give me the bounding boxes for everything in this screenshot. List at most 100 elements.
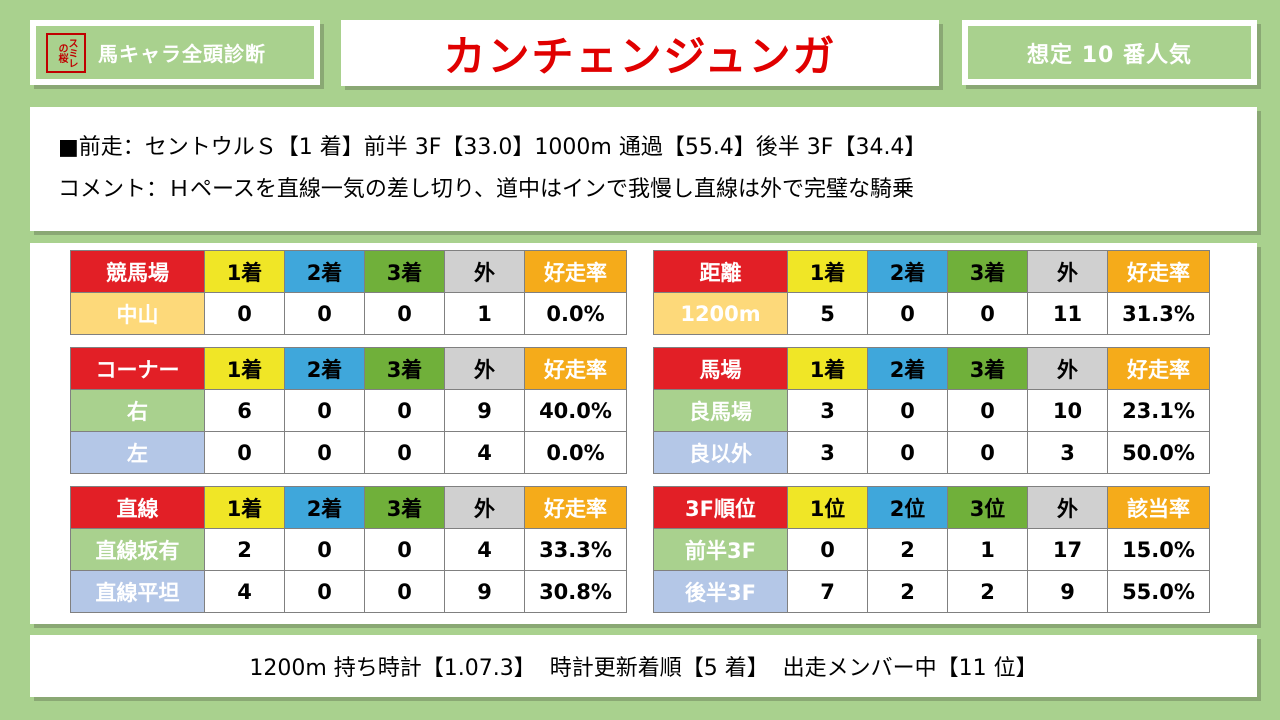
table-cell: 0 <box>284 292 365 335</box>
table-cell: 40.0% <box>524 389 627 432</box>
header-cell: 3着 <box>947 347 1028 390</box>
table-cell: 3 <box>1027 431 1108 474</box>
row-label: 右 <box>70 389 205 432</box>
row-label: 前半3F <box>653 528 788 571</box>
brand-panel-inner: スミレの桜 馬キャラ全頭診断 <box>36 26 314 79</box>
table-cell: 31.3% <box>1107 292 1210 335</box>
table-cell: 2 <box>867 570 948 613</box>
row-label: 後半3F <box>653 570 788 613</box>
header-cell: 該当率 <box>1107 486 1210 529</box>
header-cell: 1着 <box>787 250 868 293</box>
table-cell: 3 <box>787 431 868 474</box>
table-cell: 2 <box>867 528 948 571</box>
time-summary-panel: 1200m 持ち時計【1.07.3】 時計更新着順【5 着】 出走メンバー中【1… <box>30 635 1257 697</box>
previous-race-panel: ■前走：セントウルＳ【1 着】前半 3F【33.0】1000m 通過【55.4】… <box>30 107 1257 231</box>
table-cell: 0 <box>867 431 948 474</box>
table-cell: 0 <box>947 431 1028 474</box>
header-cell: 1着 <box>204 347 285 390</box>
header-cell: 3着 <box>364 486 445 529</box>
header-cell: 外 <box>444 347 525 390</box>
table-cell: 0 <box>204 292 285 335</box>
table-cell: 0 <box>284 389 365 432</box>
header-cell: 好走率 <box>1107 347 1210 390</box>
header-cell: 外 <box>444 486 525 529</box>
table-cell: 9 <box>1027 570 1108 613</box>
table-cell: 6 <box>204 389 285 432</box>
table-header-row: 直線 1着 2着 3着 外 好走率 <box>70 486 627 529</box>
row-label: 良馬場 <box>653 389 788 432</box>
table-cell: 0 <box>867 292 948 335</box>
header-cell: 外 <box>1027 250 1108 293</box>
table-cell: 10 <box>1027 389 1108 432</box>
table-header-row: 競馬場 1着 2着 3着 外 好走率 <box>70 250 627 293</box>
table-header-row: コーナー 1着 2着 3着 外 好走率 <box>70 347 627 390</box>
header-cell: 2着 <box>284 250 365 293</box>
header-cell: 外 <box>1027 347 1108 390</box>
popularity-label: 想定 10 番人気 <box>1027 42 1192 68</box>
track-condition-table: 馬場 1着 2着 3着 外 好走率 良馬場 3 0 0 10 23.1% 良以外… <box>653 347 1210 474</box>
table-cell: 4 <box>204 570 285 613</box>
header-cell: 1着 <box>204 250 285 293</box>
header-cell: 直線 <box>70 486 205 529</box>
table-cell: 0 <box>867 389 948 432</box>
table-cell: 0 <box>947 292 1028 335</box>
table-row: 中山 0 0 0 1 0.0% <box>70 292 627 335</box>
table-header-row: 馬場 1着 2着 3着 外 好走率 <box>653 347 1210 390</box>
header-cell: 1着 <box>204 486 285 529</box>
header-cell: 2着 <box>867 347 948 390</box>
table-cell: 5 <box>787 292 868 335</box>
brand-label: 馬キャラ全頭診断 <box>98 42 266 66</box>
header-cell: 2着 <box>284 486 365 529</box>
final-3f-table: 3F順位 1位 2位 3位 外 該当率 前半3F 0 2 1 17 15.0% … <box>653 486 1210 613</box>
table-cell: 9 <box>444 389 525 432</box>
row-label: 直線坂有 <box>70 528 205 571</box>
horse-name: カンチェンジュンガ <box>443 31 837 81</box>
row-label: 左 <box>70 431 205 474</box>
header-cell: 3着 <box>364 347 445 390</box>
brand-panel: スミレの桜 馬キャラ全頭診断 <box>30 20 320 85</box>
table-cell: 0 <box>364 292 445 335</box>
header-cell: 1位 <box>787 486 868 529</box>
table-cell: 9 <box>444 570 525 613</box>
header-cell: コーナー <box>70 347 205 390</box>
table-header-row: 3F順位 1位 2位 3位 外 該当率 <box>653 486 1210 529</box>
table-row: 良以外 3 0 0 3 50.0% <box>653 431 1210 474</box>
table-row: 良馬場 3 0 0 10 23.1% <box>653 389 1210 432</box>
table-cell: 0 <box>787 528 868 571</box>
horse-name-panel: カンチェンジュンガ <box>341 20 939 86</box>
header-cell: 好走率 <box>524 347 627 390</box>
table-cell: 2 <box>204 528 285 571</box>
table-row: 直線坂有 2 0 0 4 33.3% <box>70 528 627 571</box>
table-cell: 1 <box>947 528 1028 571</box>
table-cell: 11 <box>1027 292 1108 335</box>
header-cell: 2着 <box>284 347 365 390</box>
table-cell: 3 <box>787 389 868 432</box>
comment-line: コメント：Ｈペースを直線一気の差し切り、道中はインで我慢し直線は外で完璧な騎乗 <box>58 177 915 202</box>
table-cell: 50.0% <box>1107 431 1210 474</box>
header-cell: 好走率 <box>524 250 627 293</box>
table-cell: 0 <box>947 389 1028 432</box>
header-cell: 好走率 <box>1107 250 1210 293</box>
table-cell: 4 <box>444 528 525 571</box>
table-cell: 17 <box>1027 528 1108 571</box>
table-cell: 0 <box>364 570 445 613</box>
table-cell: 0 <box>364 528 445 571</box>
brand-logo-text: スミレの桜 <box>56 37 77 68</box>
table-cell: 0 <box>284 528 365 571</box>
header-cell: 2着 <box>867 250 948 293</box>
header-cell: 馬場 <box>653 347 788 390</box>
table-row: 右 6 0 0 9 40.0% <box>70 389 627 432</box>
stats-panel: 競馬場 1着 2着 3着 外 好走率 中山 0 0 0 1 0.0% 距離 1着… <box>30 243 1257 624</box>
table-row: 後半3F 7 2 2 9 55.0% <box>653 570 1210 613</box>
corner-table: コーナー 1着 2着 3着 外 好走率 右 6 0 0 9 40.0% 左 0 … <box>70 347 627 474</box>
table-row: 左 0 0 0 4 0.0% <box>70 431 627 474</box>
table-cell: 0 <box>364 389 445 432</box>
table-cell: 0.0% <box>524 292 627 335</box>
table-cell: 33.3% <box>524 528 627 571</box>
table-row: 直線平坦 4 0 0 9 30.8% <box>70 570 627 613</box>
table-cell: 30.8% <box>524 570 627 613</box>
table-cell: 15.0% <box>1107 528 1210 571</box>
brand-logo: スミレの桜 <box>46 32 86 73</box>
table-header-row: 距離 1着 2着 3着 外 好走率 <box>653 250 1210 293</box>
table-cell: 23.1% <box>1107 389 1210 432</box>
